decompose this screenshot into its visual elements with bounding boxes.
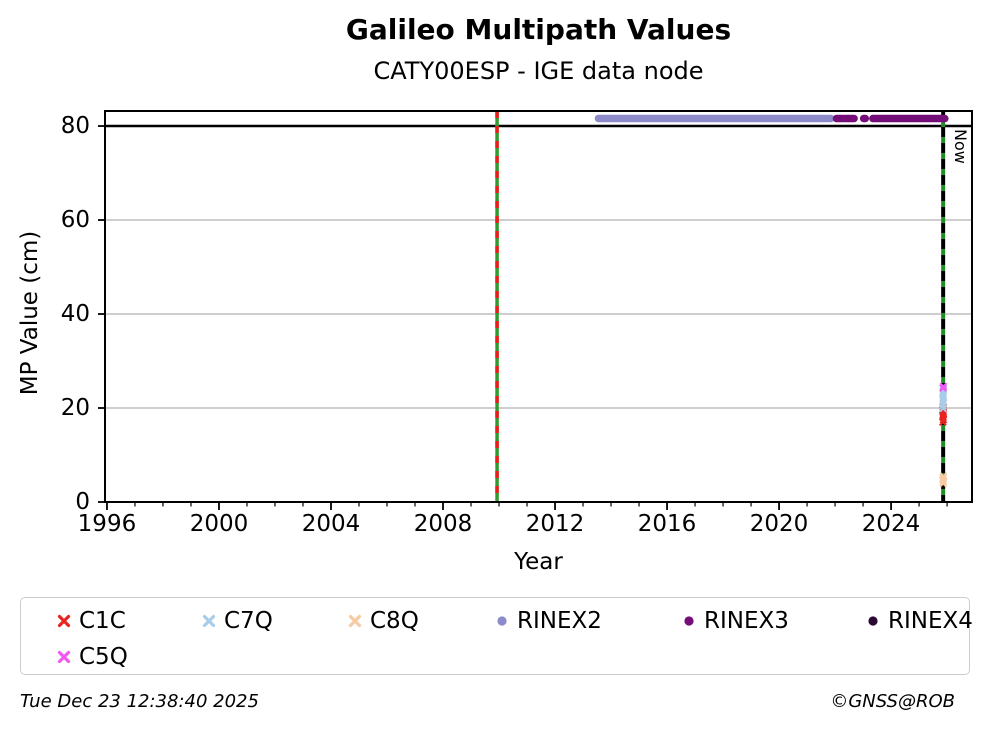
legend: C1C C7Q C8Q RINEX2 RINEX3 RINEX4 C5Q (20, 597, 973, 675)
legend-item-rinex2: RINEX2 (495, 606, 602, 636)
legend-label: C7Q (224, 608, 273, 634)
x-tick-label-2012: 2012 (525, 511, 585, 537)
legend-item-c1c: C1C (57, 606, 126, 636)
rinex2-marker-icon (497, 616, 507, 626)
legend-item-c8q: C8Q (348, 606, 419, 636)
plot-border (104, 110, 973, 503)
x-tick-label-2000: 2000 (189, 511, 249, 537)
x-tick-label-1996: 1996 (77, 511, 137, 537)
x-tick-label-2024: 2024 (861, 511, 921, 537)
series-C5Q (939, 382, 948, 393)
legend-item-c5q: C5Q (57, 642, 128, 672)
x-tick-label-2020: 2020 (749, 511, 809, 537)
legend-label: RINEX3 (704, 608, 789, 634)
C5Q-point (939, 384, 948, 393)
C5Q-point (939, 382, 948, 391)
chart-subtitle: CATY00ESP - IGE data node (373, 57, 704, 85)
y-tick-label-40: 40 (60, 300, 90, 327)
now-label: Now (951, 129, 970, 164)
timestamp: Tue Dec 23 12:38:40 2025 (20, 691, 259, 712)
C8Q-point (939, 472, 948, 481)
y-tick-label-60: 60 (60, 206, 90, 233)
chart-title: Galileo Multipath Values (345, 13, 732, 46)
legend-item-rinex3: RINEX3 (682, 606, 789, 636)
plot-area: Now (98, 110, 973, 510)
y-tick-label-80: 80 (60, 112, 90, 139)
c5q-marker-icon (57, 650, 71, 664)
rinex4-marker-icon (868, 616, 878, 626)
c1c-marker-icon (57, 614, 71, 628)
series-C8Q (939, 472, 948, 488)
legend-label: C8Q (370, 608, 419, 634)
x-axis-label: Year (514, 549, 563, 575)
legend-label: RINEX4 (888, 608, 973, 634)
y-tick-label-0: 0 (75, 488, 90, 515)
credit: ©GNSS@ROB (830, 691, 955, 712)
legend-item-c7q: C7Q (202, 606, 273, 636)
x-tick-label-2004: 2004 (301, 511, 361, 537)
y-tick-label-20: 20 (60, 394, 90, 421)
x-tick-label-2008: 2008 (413, 511, 473, 537)
legend-label: C5Q (79, 644, 128, 670)
c7q-marker-icon (202, 614, 216, 628)
legend-label: C1C (79, 608, 126, 634)
legend-item-rinex4: RINEX4 (866, 606, 973, 636)
legend-label: RINEX2 (517, 608, 602, 634)
rinex3-marker-icon (684, 616, 694, 626)
C8Q-point (939, 474, 948, 482)
c8q-marker-icon (348, 614, 362, 628)
x-tick-label-2016: 2016 (637, 511, 697, 537)
